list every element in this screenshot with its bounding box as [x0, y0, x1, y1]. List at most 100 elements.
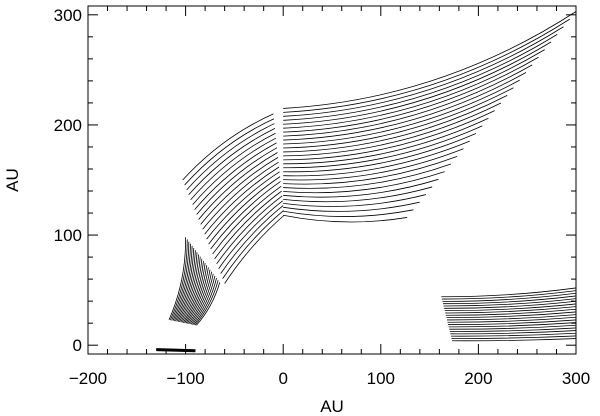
lower-left-arcs-line-22: [196, 282, 221, 326]
upper-left-arcs-line-22: [224, 214, 285, 284]
upper-right-arcs-line-13: [283, 102, 502, 157]
upper-left-arcs-line-10: [200, 157, 279, 225]
upper-right-arcs-line-9: [283, 72, 527, 141]
x-tick-label: −200: [69, 369, 107, 388]
y-tick-label: 100: [54, 226, 82, 245]
lower-left-arcs-line-4: [172, 243, 191, 321]
bottom-right-arcs-line-17: [450, 330, 577, 335]
lower-left-arcs-line-20: [193, 278, 217, 326]
bottom-right-arcs-line-3: [442, 292, 577, 302]
upper-right-arcs-line-10: [283, 79, 520, 145]
upper-right-arcs-line-18: [283, 140, 470, 177]
x-tick-label: 300: [562, 369, 590, 388]
tick-label-layer: −200 −100 0 100 200 300 0 100 200 300: [54, 6, 591, 388]
lower-left-arcs-line-1: [168, 237, 187, 321]
lower-left-arcs-line-2: [169, 239, 188, 321]
upper-left-arcs-line-11: [202, 161, 279, 230]
plot-frame: [87, 5, 577, 355]
upper-left-arcs-line-20: [220, 205, 284, 274]
bottom-right-arcs-line-18: [450, 332, 577, 337]
upper-right-arcs-line-11: [283, 87, 514, 149]
lower-left-arcs-line-14: [185, 265, 208, 324]
bottom-right-arcs-line-5: [443, 298, 577, 307]
upper-right-arcs-line-14: [283, 110, 495, 161]
upper-left-arcs-line-17: [214, 190, 282, 260]
bottom-right-arcs-line-8: [445, 306, 577, 314]
upper-left-arcs-line-16: [212, 185, 282, 255]
upper-right-arcs-line-7: [283, 56, 539, 133]
x-tick-label: 100: [367, 369, 395, 388]
bottom-right-arcs-line-4: [443, 295, 577, 305]
bottom-right-arcs-line-12: [447, 316, 577, 323]
upper-right-arcs-line-20: [283, 156, 458, 185]
lower-left-arcs-line-8: [177, 252, 198, 322]
x-axis-title: AU: [320, 397, 344, 416]
upper-left-arcs-line-18: [216, 195, 283, 265]
x-tick-label: −100: [166, 369, 204, 388]
bottom-right-arcs-line-11: [446, 314, 577, 321]
upper-left-arcs-line-14: [208, 176, 281, 245]
lower-left-arcs-line-10: [180, 256, 201, 323]
curve-layer: [156, 11, 577, 353]
upper-right-arcs-line-19: [283, 148, 464, 181]
lower-left-arcs-line-13: [184, 263, 206, 324]
lower-left-arcs-line-21: [194, 280, 219, 326]
upper-right-arcs-line-4: [283, 34, 558, 121]
bottom-right-arcs-line-15: [449, 324, 577, 330]
upper-right-arcs-line-24: [283, 186, 433, 203]
y-tick-label: 300: [54, 6, 82, 25]
upper-right-arcs-line-22: [283, 171, 445, 194]
bottom-right-arcs-line-14: [448, 322, 577, 328]
lower-left-arcs-line-18: [190, 273, 214, 325]
x-tick-label: 200: [464, 369, 492, 388]
bottom-right-arcs-line-19: [451, 335, 577, 339]
bottom-right-arcs-line-16: [449, 327, 577, 332]
upper-right-arcs-line-21: [283, 163, 452, 189]
lower-left-arcs-line-12: [182, 260, 204, 323]
upper-right-arcs-line-8: [283, 64, 533, 137]
upper-left-arcs-line-7: [194, 142, 277, 210]
upper-left-arcs-line-3: [186, 123, 275, 191]
lower-left-arcs-line-17: [189, 271, 213, 325]
upper-left-arcs-line-2: [184, 118, 275, 186]
lower-left-arcs-line-9: [179, 254, 200, 323]
upper-right-arcs-line-1: [283, 11, 577, 109]
upper-right-arcs-line-28: [283, 214, 408, 223]
upper-right-arcs-line-12: [283, 95, 508, 153]
upper-right-arcs-line-15: [283, 117, 489, 165]
upper-left-arcs-line-13: [206, 171, 280, 240]
upper-right-arcs-line-16: [283, 125, 483, 169]
bottom-right-arcs-line-9: [445, 308, 577, 316]
bottom-left-streaks-line-8: [156, 350, 196, 353]
bottom-right-arcs-line-10: [446, 311, 577, 319]
upper-right-arcs-line-23: [283, 178, 439, 198]
upper-left-arcs-line-8: [196, 147, 278, 215]
bottom-right-arcs-line-7: [444, 303, 577, 312]
upper-right-arcs-line-27: [283, 209, 414, 217]
bottom-right-arcs-line-13: [448, 319, 577, 325]
lower-left-arcs-line-5: [173, 245, 193, 322]
bottom-right-arcs-line-20: [452, 338, 577, 342]
upper-left-arcs-line-4: [188, 128, 276, 196]
upper-right-arcs-line-26: [283, 201, 420, 212]
upper-left-arcs-line-21: [222, 210, 284, 279]
upper-left-arcs-line-9: [198, 152, 278, 220]
upper-left-arcs-line-5: [190, 132, 276, 200]
upper-left-arcs-line-19: [218, 200, 283, 269]
bottom-right-arcs-line-2: [441, 290, 577, 300]
upper-right-arcs-line-6: [283, 49, 545, 129]
bottom-right-arcs-line-1: [441, 287, 577, 298]
tick-layer: [87, 6, 577, 354]
y-tick-label: 0: [73, 336, 82, 355]
lower-left-arcs-line-6: [175, 248, 195, 322]
bottom-right-arcs-line-6: [444, 300, 577, 309]
lower-left-arcs-line-19: [192, 275, 216, 325]
upper-right-arcs-line-25: [283, 194, 427, 207]
upper-left-arcs-line-1: [182, 113, 274, 181]
y-axis-title: AU: [3, 168, 22, 192]
x-tick-label: 0: [278, 369, 287, 388]
upper-right-arcs-line-17: [283, 133, 477, 173]
lower-left-arcs-line-3: [171, 241, 190, 321]
